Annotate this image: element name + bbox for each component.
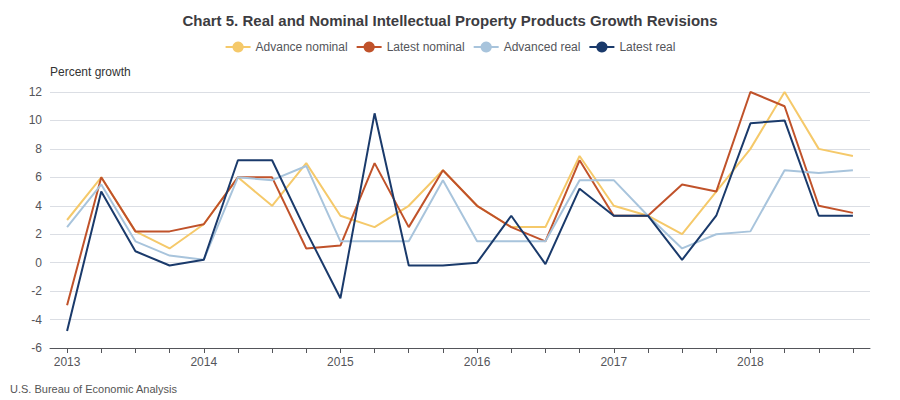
svg-text:0: 0 (35, 256, 42, 270)
svg-text:-2: -2 (31, 284, 42, 298)
svg-text:Advanced real: Advanced real (504, 40, 581, 54)
svg-text:Latest nominal: Latest nominal (387, 40, 465, 54)
svg-text:-4: -4 (31, 313, 42, 327)
svg-text:6: 6 (35, 170, 42, 184)
svg-text:2014: 2014 (190, 355, 217, 369)
svg-text:2015: 2015 (327, 355, 354, 369)
svg-text:U.S. Bureau of Economic Analys: U.S. Bureau of Economic Analysis (10, 383, 177, 395)
svg-text:2017: 2017 (600, 355, 627, 369)
svg-text:-6: -6 (31, 341, 42, 355)
svg-text:4: 4 (35, 199, 42, 213)
svg-text:8: 8 (35, 142, 42, 156)
svg-text:2018: 2018 (737, 355, 764, 369)
svg-text:Percent growth: Percent growth (50, 65, 131, 79)
svg-text:Chart 5. Real and Nominal Inte: Chart 5. Real and Nominal Intellectual P… (182, 12, 717, 29)
svg-text:12: 12 (29, 85, 43, 99)
svg-text:Latest real: Latest real (619, 40, 675, 54)
svg-text:2013: 2013 (54, 355, 81, 369)
svg-text:2016: 2016 (464, 355, 491, 369)
svg-text:2: 2 (35, 227, 42, 241)
svg-text:Advance nominal: Advance nominal (256, 40, 348, 54)
svg-text:10: 10 (29, 113, 43, 127)
